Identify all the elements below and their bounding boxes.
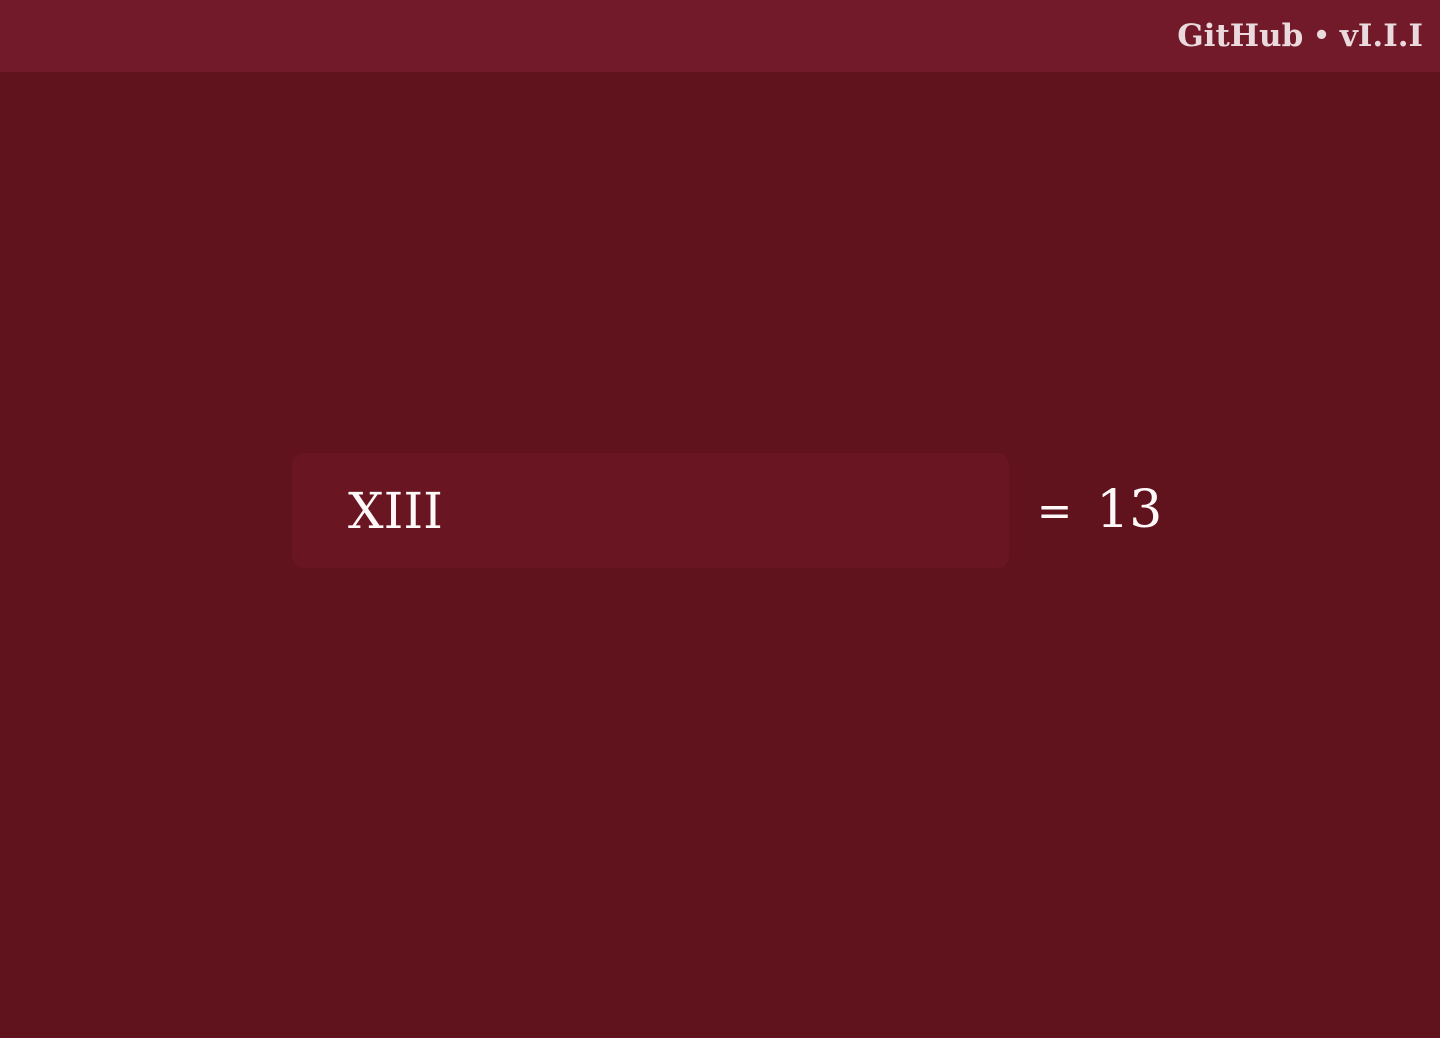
roman-converter: = 13	[292, 453, 1162, 568]
roman-numeral-input[interactable]	[292, 453, 1009, 568]
bullet-separator: •	[1313, 21, 1330, 51]
decimal-result: 13	[1096, 480, 1163, 540]
top-header: GitHub • vI.I.I	[0, 0, 1440, 72]
github-link[interactable]: GitHub	[1177, 18, 1304, 54]
header-brand: GitHub • vI.I.I	[1177, 14, 1423, 58]
equals-sign: =	[1037, 486, 1073, 535]
version-label: vI.I.I	[1339, 18, 1423, 54]
